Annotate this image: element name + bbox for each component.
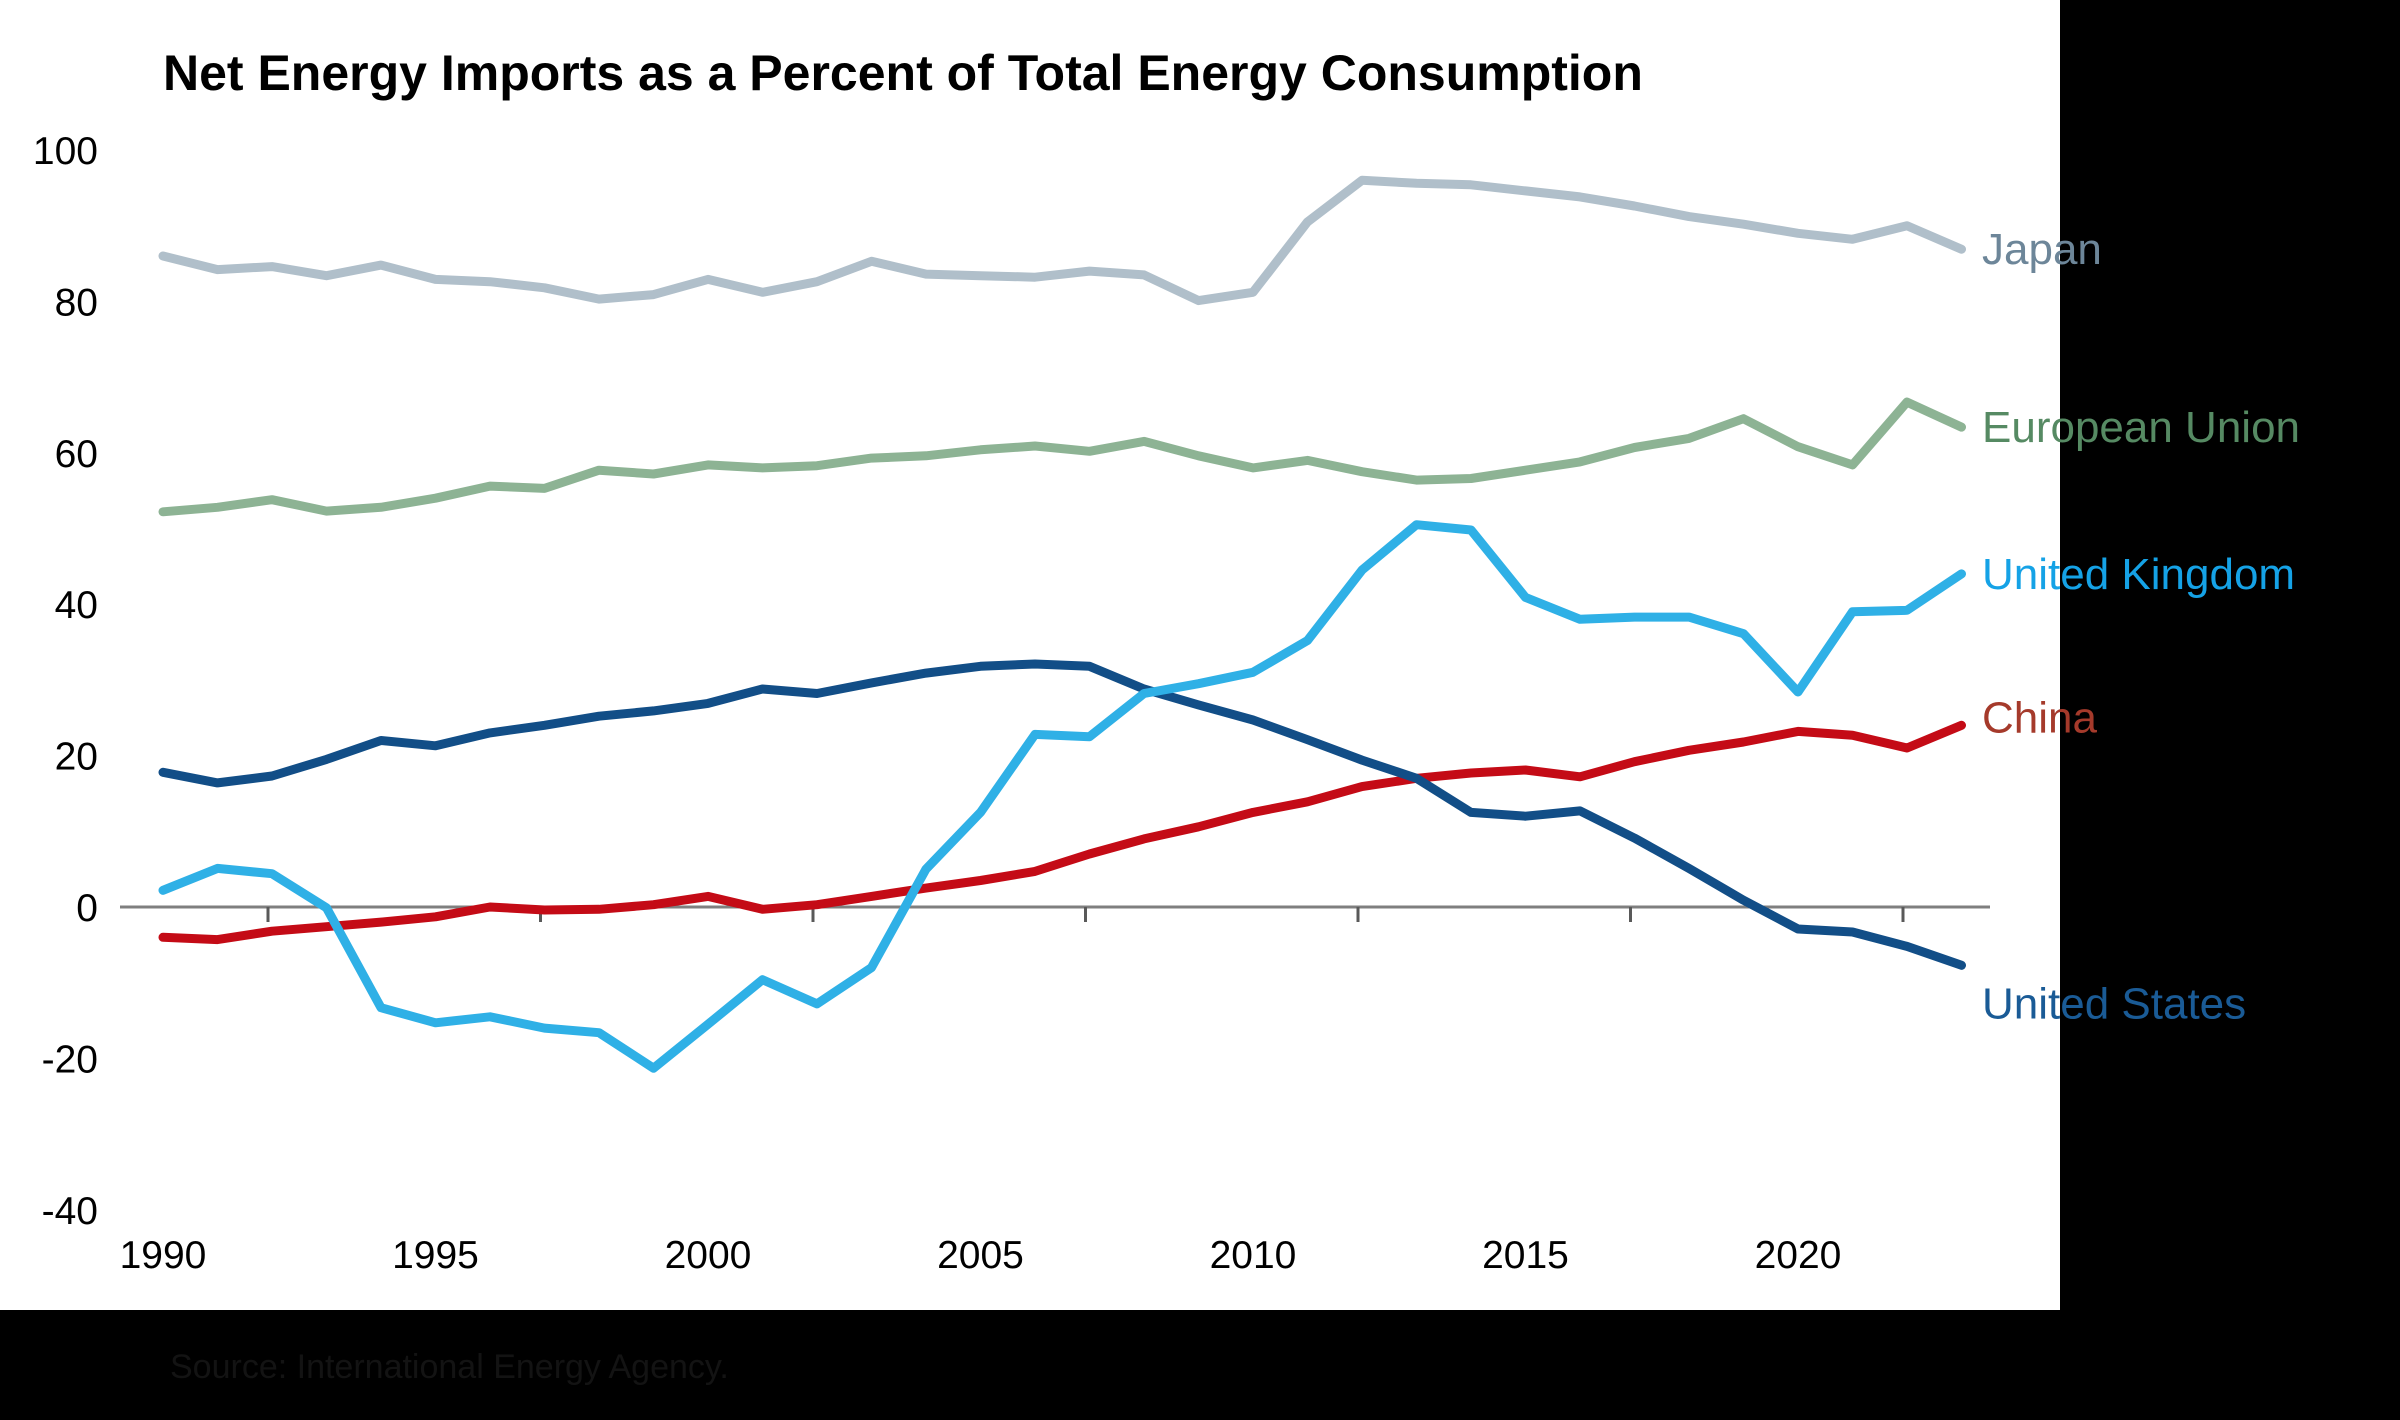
y-axis-label: 40 [55,584,98,627]
y-axis-label: 80 [55,281,98,324]
series-line-united-states [158,659,1966,970]
series-line-china [158,720,1966,945]
y-axis-label: -20 [42,1038,98,1081]
x-axis-label: 1995 [392,1234,479,1277]
series-lines-layer [158,175,1966,1073]
series-label-european-union: European Union [1982,403,2300,452]
x-axis-label: 2020 [1755,1234,1842,1277]
series-label-china: China [1982,693,2097,742]
x-axis-label: 2010 [1210,1234,1297,1277]
series-line-european-union [158,397,1966,517]
y-axis-label: -40 [42,1190,98,1233]
y-axis-labels: 100 80 60 40 20 0 -20 -40 [33,130,98,1233]
x-axis-label: 2015 [1482,1234,1569,1277]
x-axis-label: 2005 [937,1234,1024,1277]
series-label-united-states: United States [1982,979,2246,1028]
y-axis-label: 0 [76,887,98,930]
chart-title: Net Energy Imports as a Percent of Total… [163,45,1643,101]
source-note: Source: International Energy Agency. [170,1348,729,1386]
y-axis-label: 60 [55,433,98,476]
x-axis-labels: 1990 1995 2000 2005 2010 2015 2020 [120,1234,1842,1277]
series-labels-layer: Japan European Union China United States Uni… [1982,225,2300,1028]
x-axis-label: 2000 [665,1234,752,1277]
series-label-japan: Japan [1982,225,2102,274]
series-line-japan [158,175,1966,306]
series-label-united-kingdom: United Kingdom [1982,550,2295,599]
series-line-united-kingdom [158,520,1966,1073]
y-axis-label: 20 [55,736,98,779]
y-axis-label: 100 [33,130,98,173]
x-axis-label: 1990 [120,1234,207,1277]
